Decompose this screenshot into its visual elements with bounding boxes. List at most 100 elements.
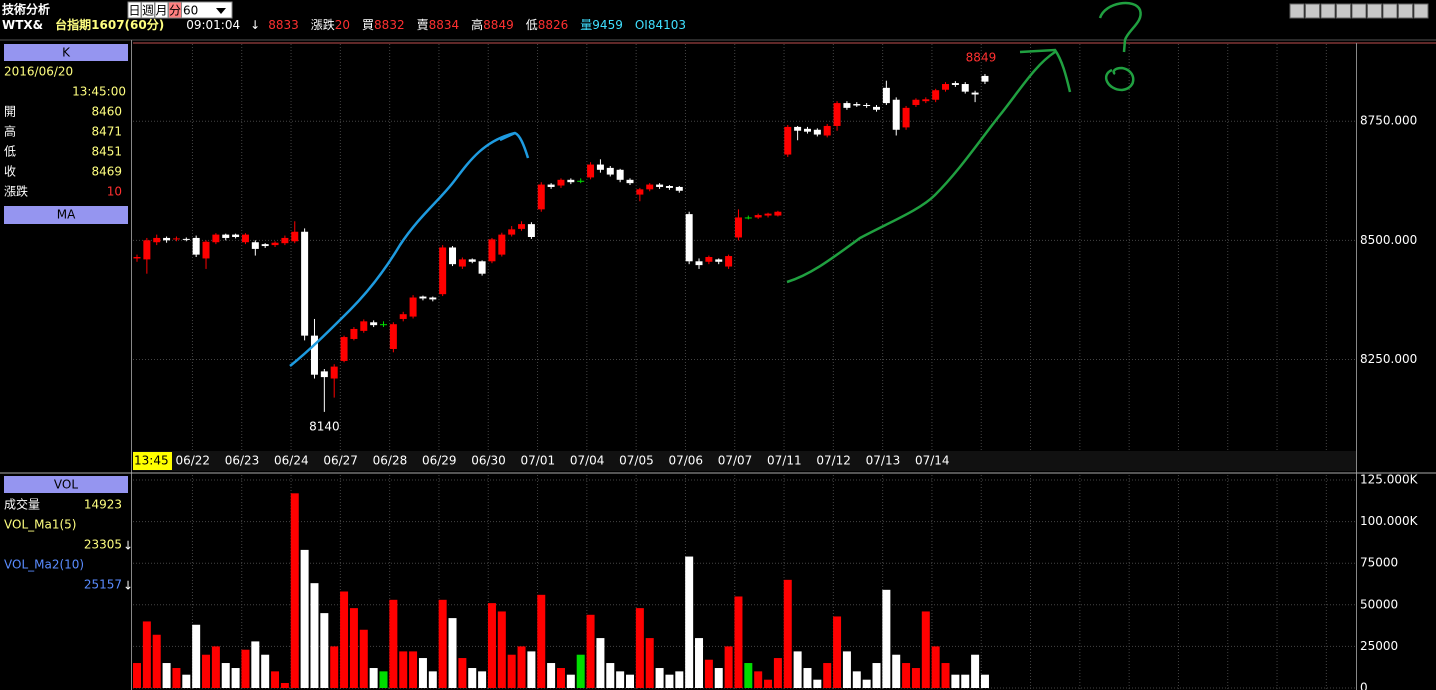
period-label: 週 [142,4,154,18]
candle-body [695,261,703,266]
candle-body [803,128,811,132]
candle-body [508,229,516,235]
volume-bar [862,679,871,688]
y-tick-label: 8250.000 [1360,352,1417,366]
volume-bar [290,493,299,688]
tool-button[interactable] [1289,3,1305,19]
tool-button[interactable] [1351,3,1367,19]
annotation-question [1098,1,1142,92]
x-tick-label: 07/11 [767,454,802,468]
ma2-label: VOL_Ma2(10) [4,558,84,572]
candle-body [853,104,861,106]
candle-body [882,87,890,104]
candle-body [656,184,664,187]
x-tick-label: 07/07 [718,454,753,468]
volume-bar [349,608,358,688]
volume-bar [892,654,901,688]
y-tick-label: 125.000K [1360,473,1419,487]
quote-part: 量 [580,18,592,32]
tool-button[interactable] [1398,3,1413,19]
candle-body [685,214,693,262]
candle-body [902,107,910,128]
tool-button[interactable] [1367,3,1382,19]
volume-bar [448,618,457,688]
quote-part: 8826 [538,18,569,32]
volume-bar [655,668,664,688]
volume-bar [724,646,733,688]
candle-body [665,186,673,188]
candle-body [340,337,348,361]
x-tick-label: 13:45 [134,454,169,468]
quote-part: 高 [471,17,483,32]
volume-bar [783,579,792,688]
volume-bar [596,638,605,688]
candle-body [182,238,190,240]
volume-bar [980,674,989,688]
candle-body [527,224,535,237]
volume-bar [182,674,191,688]
k-date: 2016/06/20 [4,65,73,79]
candle-body [932,90,940,100]
volume-bar [754,671,763,688]
volume-bar [438,599,447,688]
volume-bar [793,651,802,688]
volume-bar [773,658,782,688]
volume-bar [606,663,615,688]
volume-bar [626,674,634,688]
k-row-label: 開 [4,105,16,119]
k-rows: 開 8460 高 8471 低 8451 收 8469 漲跌 10 [4,105,122,199]
volume-bar [280,683,289,688]
volume-bar [320,613,329,688]
volume-bar [695,638,704,688]
candle-body [439,247,447,295]
volume-bar [714,668,723,688]
candle-body [873,106,880,110]
period-button[interactable] [168,1,182,19]
volume-bar [941,663,950,688]
ma2-value: 25157 [84,578,122,592]
candle-body [399,314,407,319]
volume-bar [497,611,506,688]
volume-bar [300,549,309,688]
candle-body [636,189,644,195]
k-row-label: 漲跌 [4,184,28,199]
candle-body [863,104,871,106]
candle-body [942,84,950,90]
candle-body [419,296,427,299]
tool-button[interactable] [1305,3,1320,19]
candle-body [429,297,437,300]
candle-body [922,99,930,102]
x-tick-label: 07/04 [570,454,605,468]
candle-body [912,99,920,105]
candle-body [823,125,831,136]
y-tick-label: 8500.000 [1360,233,1417,247]
k-title: K [62,46,71,60]
volume-bar [704,659,713,688]
volume-bar [418,658,427,688]
annotation-blue [289,131,530,367]
tool-button[interactable] [1320,3,1336,19]
volume-bar [872,663,881,688]
tool-button[interactable] [1336,3,1351,19]
candle-body [301,231,309,336]
vol-header [4,476,128,493]
volume-bar [142,621,151,688]
volume-bar [833,616,842,688]
volume-bar [211,646,220,688]
candle-body [133,257,141,259]
volume-bar [586,614,595,688]
candle-body [143,240,151,260]
quote-part: 09:01:04 [186,18,240,32]
k-row-value: 8471 [91,125,122,139]
volume-bar [537,594,546,688]
volume-bar [359,629,368,688]
quote-part: 台指期1607(60分) [55,17,164,32]
quote-part: 20 [335,18,350,32]
volume-bar [192,624,201,688]
x-tick-label: 07/12 [816,454,851,468]
quote-line: WTX& 台指期1607(60分) 09:01:04 ↓ 8833 漲跌20 買8832 賣8… [2,17,686,32]
tool-button[interactable] [1382,3,1398,19]
candle-body [261,244,269,247]
tool-button[interactable] [1413,3,1429,19]
x-tick-label: 07/05 [619,454,654,468]
